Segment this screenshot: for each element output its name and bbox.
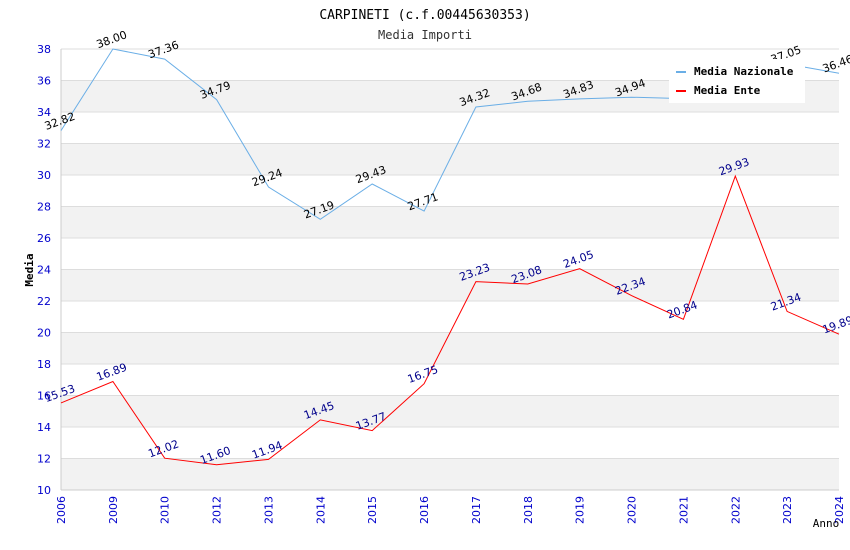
data-label: 38.00	[95, 28, 129, 51]
data-label: 24.05	[561, 248, 595, 271]
y-tick-label: 24	[37, 264, 51, 277]
y-tick-label: 36	[37, 75, 51, 88]
x-tick-label: 2010	[159, 496, 172, 524]
grid-bands	[61, 80, 839, 490]
x-tick-label: 2006	[55, 496, 68, 524]
x-tick-label: 2016	[418, 496, 431, 524]
x-tick-label: 2018	[522, 496, 535, 524]
x-tick-label: 2023	[781, 496, 794, 524]
x-tick-label: 2014	[314, 496, 327, 524]
data-label: 37.36	[147, 38, 181, 61]
x-tick-label: 2019	[574, 496, 587, 524]
legend-box	[669, 59, 805, 103]
x-tick-label: 2015	[366, 496, 379, 524]
grid-band	[61, 332, 839, 364]
legend-label-media-nazionale: Media Nazionale	[694, 65, 794, 78]
x-tick-label: 2009	[107, 496, 120, 524]
y-tick-label: 22	[37, 295, 51, 308]
x-tick-label: 2017	[470, 496, 483, 524]
x-tick-label: 2013	[262, 496, 275, 524]
data-label: 16.75	[406, 363, 440, 386]
x-axis-label: Anno	[813, 517, 840, 530]
legend: Media Nazionale Media Ente	[669, 59, 805, 103]
data-label: 20.84	[665, 298, 699, 321]
grid-band	[61, 458, 839, 490]
axes	[60, 49, 839, 491]
grid-band	[61, 395, 839, 427]
y-tick-label: 12	[37, 453, 51, 466]
grid-band	[61, 206, 839, 238]
chart-title: CARPINETI (c.f.00445630353)	[319, 8, 530, 23]
chart-subtitle: Media Importi	[378, 28, 472, 42]
x-tick-label: 2012	[211, 496, 224, 524]
y-tick-label: 26	[37, 232, 51, 245]
x-tick-label: 2022	[729, 496, 742, 524]
y-tick-label: 20	[37, 327, 51, 340]
y-tick-label: 18	[37, 358, 51, 371]
y-tick-label: 10	[37, 484, 51, 497]
y-tick-label: 16	[37, 390, 51, 403]
y-tick-label: 32	[37, 138, 51, 151]
x-tick-label: 2021	[677, 496, 690, 524]
y-tick-labels: 10 12 14 16 18 20 22 24 26 28 30 32 34 36 38	[37, 43, 51, 497]
y-tick-label: 30	[37, 169, 51, 182]
x-tick-label: 2020	[626, 496, 639, 524]
x-tick-labels: 2006 2009 2010 2012 2013 2014 2015 2016 2017 2018…	[55, 496, 846, 524]
x-tick-label: 2024	[833, 496, 846, 524]
data-label: 36.46	[821, 52, 850, 75]
y-tick-label: 14	[37, 421, 51, 434]
grid-band	[61, 269, 839, 301]
series-line-1	[60, 174, 840, 466]
y-tick-label: 34	[37, 106, 51, 119]
legend-label-media-ente: Media Ente	[694, 84, 761, 97]
y-axis-label: Media	[23, 253, 36, 286]
y-tick-label: 38	[37, 43, 51, 56]
y-tick-label: 28	[37, 201, 51, 214]
